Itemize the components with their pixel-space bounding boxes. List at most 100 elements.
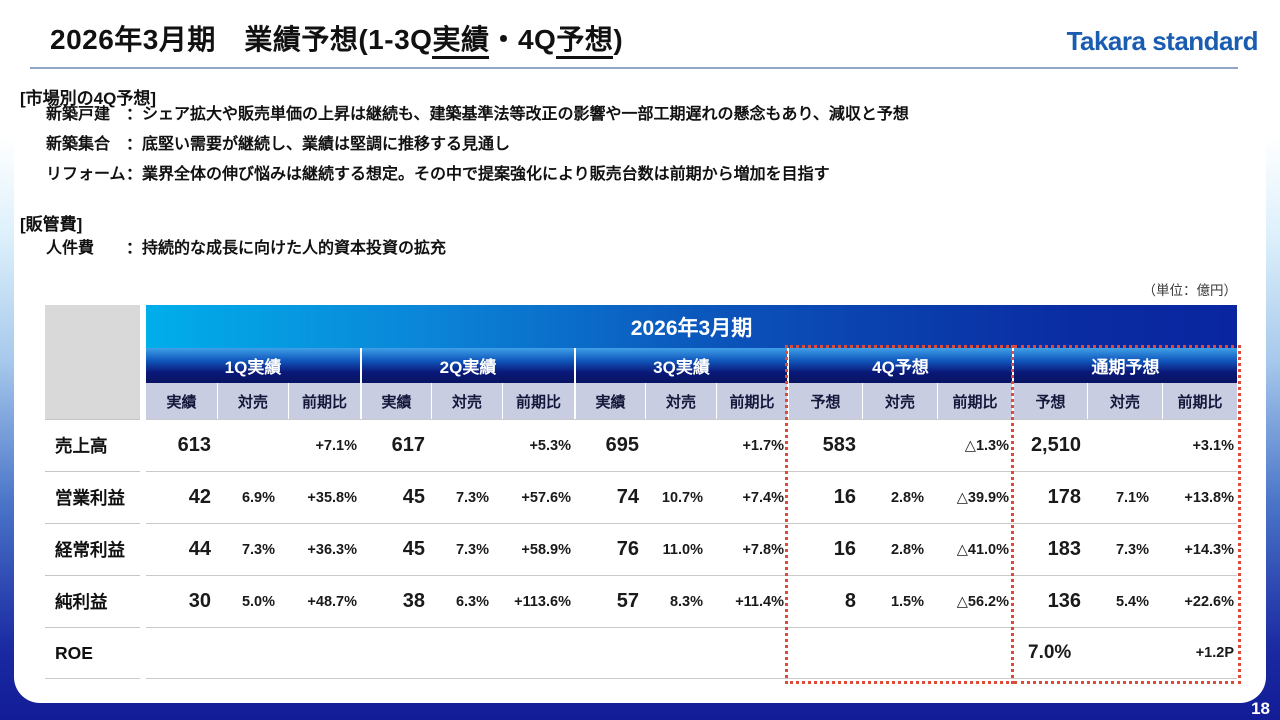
subcol-header: 予想: [787, 383, 862, 419]
table-cell: △1.3%: [937, 419, 1012, 471]
table-cell: +7.8%: [716, 523, 787, 575]
company-logo: Takara standard: [1066, 26, 1259, 56]
table-corner-cell: [45, 305, 140, 419]
subcol-header: 前期比: [716, 383, 787, 419]
subcol-header: 対売: [217, 383, 288, 419]
subcol-header: 前期比: [502, 383, 574, 419]
table-cell: +5.3%: [502, 419, 574, 471]
table-cell: 8: [787, 575, 862, 627]
subcol-header: 前期比: [937, 383, 1012, 419]
item-text: ：底堅い需要が継続し、業績は堅調に推移する見通し: [126, 136, 511, 153]
quarter-header-1q: 1Q実績: [146, 348, 360, 383]
quarter-header-fullyear-forecast: 通期予想: [1012, 348, 1237, 383]
table-cell: 74: [574, 471, 645, 523]
table-cell: 7.1%: [1087, 471, 1162, 523]
table-cell: +1.7%: [716, 419, 787, 471]
unit-note: （単位：億円）: [1142, 283, 1238, 298]
table-row-operating-profit: 営業利益 42 6.9% +35.8% 45 7.3% +57.6% 74 10…: [45, 471, 1237, 523]
table-cell: +7.4%: [716, 471, 787, 523]
table-cell: 16: [787, 523, 862, 575]
subcol-header: 予想: [1012, 383, 1087, 419]
table-cell: 45: [360, 471, 431, 523]
title-divider: [30, 67, 1238, 69]
table-cell: 7.3%: [431, 471, 502, 523]
table-cell: [645, 627, 716, 679]
list-item: 人件費 ：持続的な成長に向けた人的資本投資の拡充: [46, 234, 446, 264]
quarter-header-3q: 3Q実績: [574, 348, 787, 383]
item-label: 人件費: [46, 240, 95, 257]
item-text: ：シェア拡大や販売単価の上昇は継続も、建築基準法等改正の影響や一部工期遅れの懸念…: [126, 106, 909, 123]
table-cell: [1087, 627, 1162, 679]
table-cell: [937, 627, 1012, 679]
table-cell: +36.3%: [288, 523, 360, 575]
table-cell: +13.8%: [1162, 471, 1237, 523]
title-segment-underlined: 実績: [432, 24, 490, 59]
table-cell: [288, 627, 360, 679]
table-cell: +7.1%: [288, 419, 360, 471]
table-cell: 136: [1012, 575, 1087, 627]
table-cell: 617: [360, 419, 431, 471]
table-cell: [217, 419, 288, 471]
market-forecast-items: 新築戸建 ：シェア拡大や販売単価の上昇は継続も、建築基準法等改正の影響や一部工期遅…: [46, 100, 909, 190]
table-row-sales: 売上高 613 +7.1% 617 +5.3% 695 +1.7% 583 △1…: [45, 419, 1237, 471]
item-label: 新築集合: [46, 136, 111, 153]
table-cell: [431, 419, 502, 471]
section-heading-market-forecast: [市場別の4Q予想]: [20, 89, 156, 108]
table-cell: 30: [146, 575, 217, 627]
title-segment: 2026年3月期 業績予想(1-3Q: [50, 24, 433, 55]
table-cell: 5.0%: [217, 575, 288, 627]
table-cell: 7.3%: [217, 523, 288, 575]
subcol-header: 実績: [146, 383, 217, 419]
table-cell: 183: [1012, 523, 1087, 575]
table-cell: △41.0%: [937, 523, 1012, 575]
item-text: ：持続的な成長に向けた人的資本投資の拡充: [126, 240, 447, 257]
row-label: 売上高: [45, 419, 140, 471]
table-cell: +22.6%: [1162, 575, 1237, 627]
page-number: 18: [1251, 699, 1270, 718]
subcol-header: 対売: [431, 383, 502, 419]
table-cell: 695: [574, 419, 645, 471]
table-cell: [1087, 419, 1162, 471]
table-cell: 7.3%: [1087, 523, 1162, 575]
table-cell: [645, 419, 716, 471]
table-cell: 76: [574, 523, 645, 575]
table-cell: [360, 627, 431, 679]
table-cell: △39.9%: [937, 471, 1012, 523]
table-cell: 11.0%: [645, 523, 716, 575]
list-item: 新築集合 ：底堅い需要が継続し、業績は堅調に推移する見通し: [46, 130, 909, 160]
list-item: リフォーム ：業界全体の伸び悩みは継続する想定。その中で提案強化により販売台数は前…: [46, 160, 909, 190]
table-cell: 16: [787, 471, 862, 523]
subcolumn-header-row: 実績 対売 前期比 実績 対売 前期比 実績 対売 前期比 予想 対売 前期比 …: [146, 383, 1237, 419]
subcol-header: 対売: [1087, 383, 1162, 419]
subcol-header: 実績: [360, 383, 431, 419]
section-heading-sga: [販管費]: [20, 215, 83, 234]
row-label: 経常利益: [45, 523, 140, 575]
results-forecast-table: 2026年3月期 1Q実績 2Q実績 3Q実績 4Q予想 通期予想 実績 対売 …: [45, 305, 1241, 684]
slide-title: 2026年3月期 業績予想(1-3Q実績・4Q予想): [50, 18, 623, 59]
sga-items: 人件費 ：持続的な成長に向けた人的資本投資の拡充: [46, 234, 446, 264]
table-cell: +35.8%: [288, 471, 360, 523]
subcol-header: 対売: [645, 383, 716, 419]
row-label: 営業利益: [45, 471, 140, 523]
table-header: 2026年3月期 1Q実績 2Q実績 3Q実績 4Q予想 通期予想 実績 対売 …: [146, 305, 1237, 419]
table-cell: 613: [146, 419, 217, 471]
table-cell: 42: [146, 471, 217, 523]
table-body: 売上高 613 +7.1% 617 +5.3% 695 +1.7% 583 △1…: [45, 419, 1237, 679]
list-item: 新築戸建 ：シェア拡大や販売単価の上昇は継続も、建築基準法等改正の影響や一部工期遅…: [46, 100, 909, 130]
table-cell: 6.9%: [217, 471, 288, 523]
table-cell: △56.2%: [937, 575, 1012, 627]
quarter-header-2q: 2Q実績: [360, 348, 574, 383]
table-cell: 7.3%: [431, 523, 502, 575]
table-cell: 45: [360, 523, 431, 575]
table-cell: 6.3%: [431, 575, 502, 627]
table-cell: [502, 627, 574, 679]
table-cell: [431, 627, 502, 679]
table-cell: 1.5%: [862, 575, 937, 627]
table-cell: [787, 627, 862, 679]
table-cell: 2.8%: [862, 523, 937, 575]
table-cell: 8.3%: [645, 575, 716, 627]
subcol-header: 対売: [862, 383, 937, 419]
table-cell: +58.9%: [502, 523, 574, 575]
item-label: リフォーム: [46, 166, 126, 183]
table-cell: +48.7%: [288, 575, 360, 627]
